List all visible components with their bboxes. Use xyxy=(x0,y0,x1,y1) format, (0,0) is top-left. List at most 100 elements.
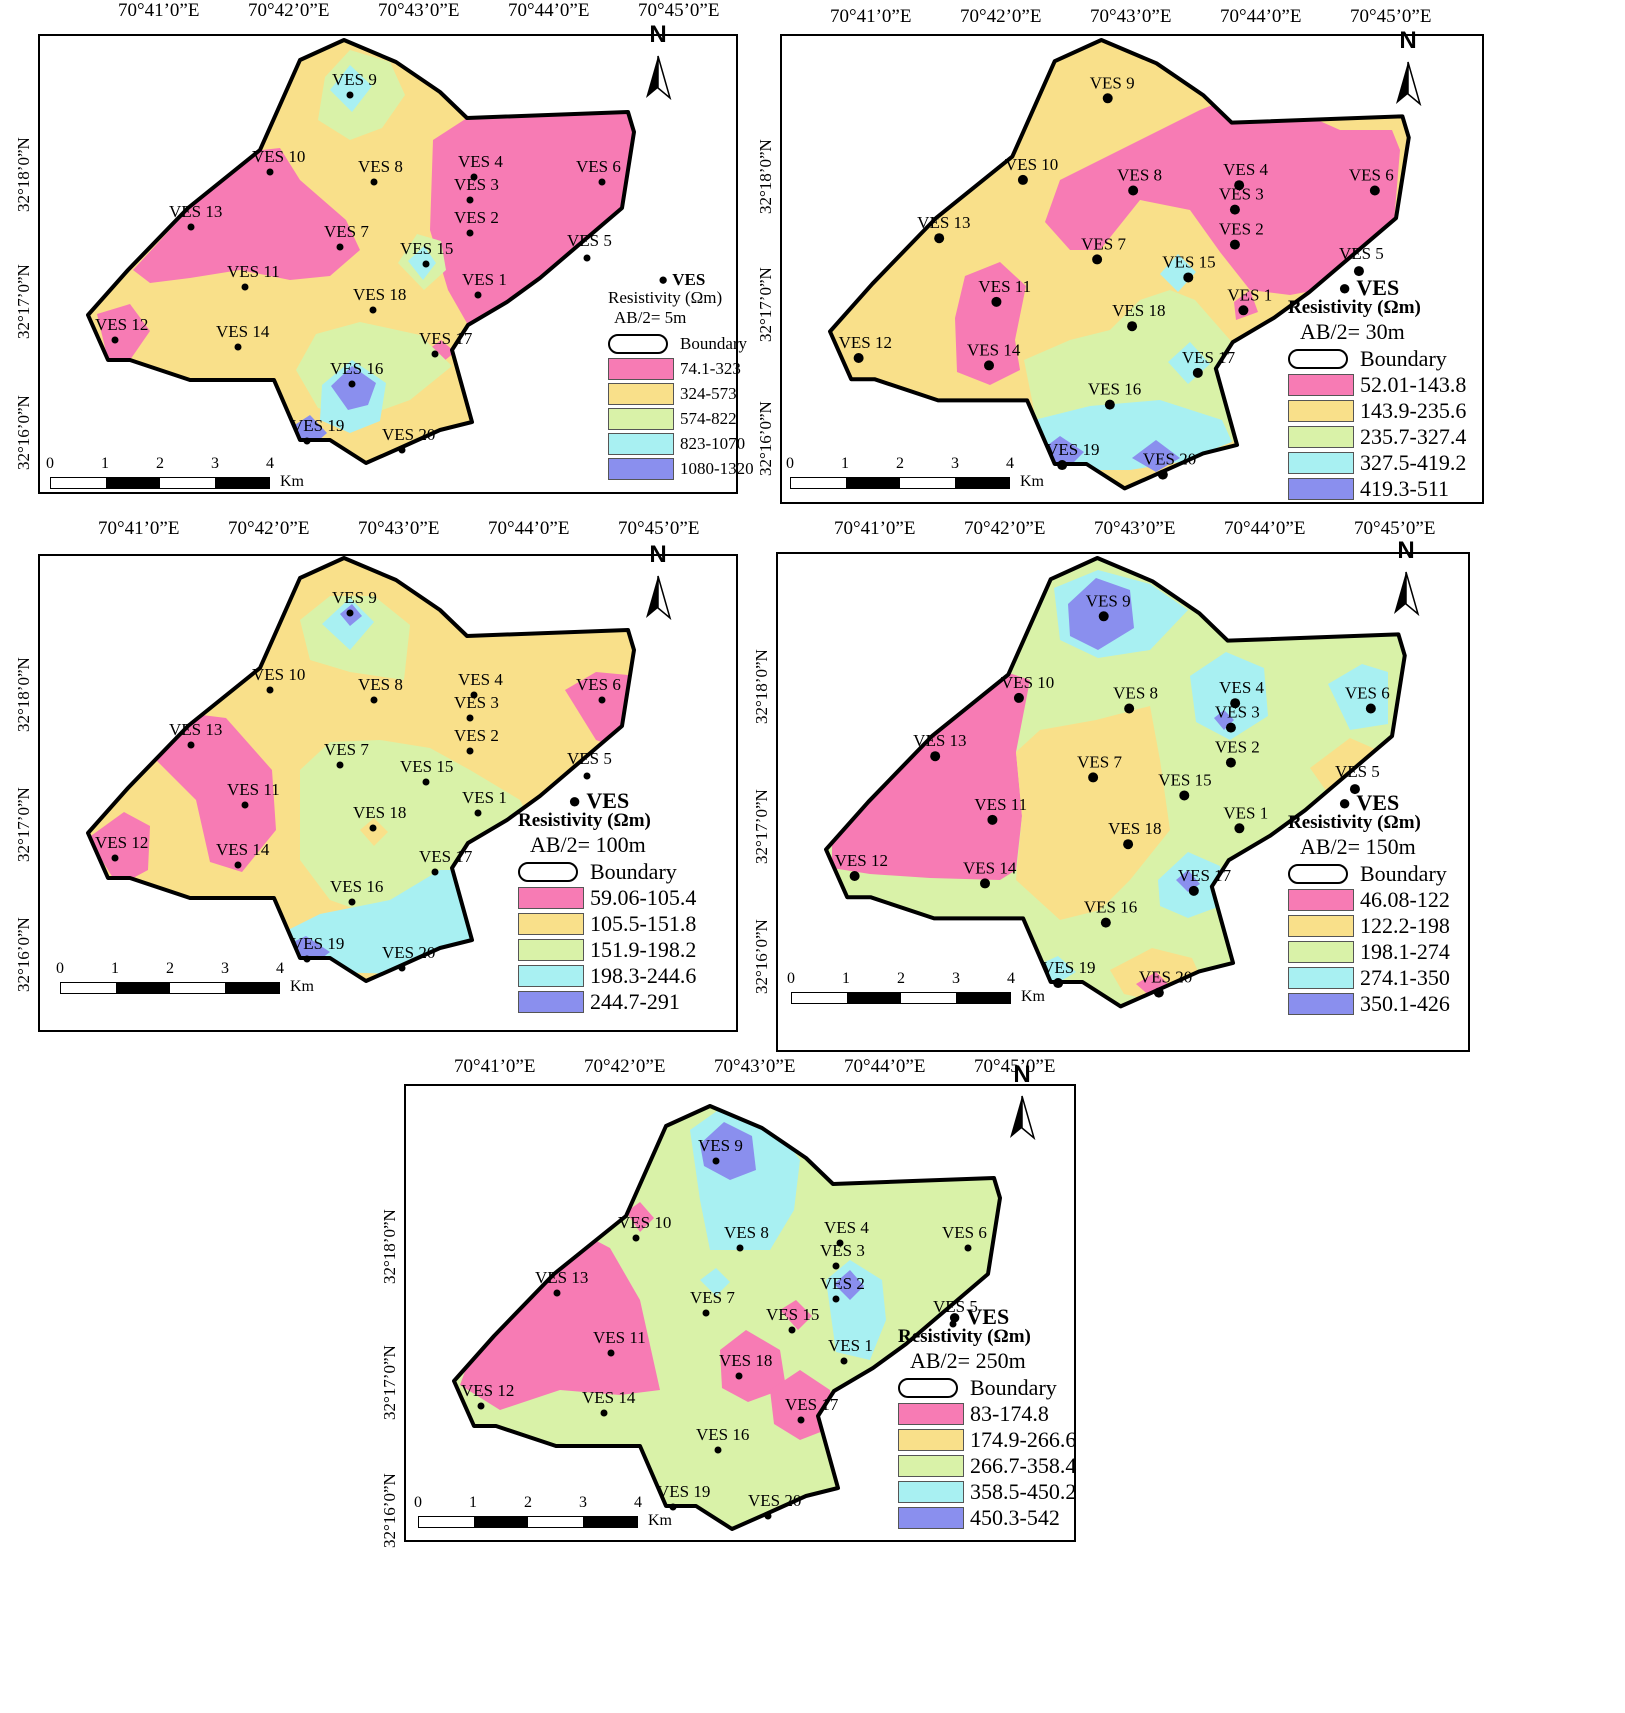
ves-label: VES 7 xyxy=(324,740,369,759)
ves-label: VES 6 xyxy=(1345,684,1390,703)
scale-unit: Km xyxy=(1021,988,1045,1005)
scale-tick: 2 xyxy=(166,960,174,977)
north-arrow-icon: N xyxy=(646,21,672,101)
latitude-label: 32°16’0”N xyxy=(752,919,771,994)
ves-label: VES 15 xyxy=(400,239,453,258)
resistivity-map-panel: 70°41’0”E 70°42’0”E 70°43’0”E 70°44’0”E 70°4… xyxy=(14,0,754,494)
ves-point xyxy=(422,260,430,268)
ves-label: VES 9 xyxy=(1090,73,1135,92)
ves-label: VES 16 xyxy=(1088,380,1141,399)
ves-point xyxy=(431,868,439,876)
longitude-label: 70°44’0”E xyxy=(844,1056,926,1077)
ves-point xyxy=(187,223,195,231)
legend-swatch xyxy=(608,408,674,430)
scale-tick: 1 xyxy=(101,455,109,472)
ves-label: VES 13 xyxy=(169,202,222,221)
ves-label: VES 20 xyxy=(1139,968,1192,987)
ves-point xyxy=(1123,839,1134,850)
ves-label: VES 2 xyxy=(1215,738,1260,757)
scale-bar-segments xyxy=(60,982,280,994)
legend-depth: AB/2= 250m xyxy=(910,1348,1026,1373)
legend-class-entry: 419.3-511 xyxy=(1288,476,1449,501)
ves-point xyxy=(474,809,482,817)
legend-swatch xyxy=(1288,374,1354,396)
scale-tick: 0 xyxy=(414,1494,422,1511)
ves-point xyxy=(474,291,482,299)
longitude-label: 70°43’0”E xyxy=(358,518,440,539)
ves-label: VES 7 xyxy=(1077,752,1122,771)
longitude-label: 70°44’0”E xyxy=(488,518,570,539)
svg-text:N: N xyxy=(1013,1061,1030,1088)
longitude-label: 70°43’0”E xyxy=(714,1056,796,1077)
ves-point xyxy=(466,714,474,722)
ves-point xyxy=(1353,266,1364,277)
legend-class-entry: 324-573 xyxy=(608,382,737,406)
ves-label: VES 2 xyxy=(1219,220,1264,239)
ves-point xyxy=(241,283,249,291)
ves-point xyxy=(470,173,478,181)
scale-unit: Km xyxy=(290,978,314,995)
legend-class-entry: 198.3-244.6 xyxy=(518,963,696,988)
longitude-label: 70°42’0”E xyxy=(584,1056,666,1077)
ves-label: VES 16 xyxy=(330,877,383,896)
legend-ves-entry: ● VES xyxy=(1338,275,1400,300)
ves-label: VES 3 xyxy=(454,175,499,194)
ves-point xyxy=(736,1244,744,1252)
ves-label: VES 14 xyxy=(967,340,1021,359)
ves-label: VES 18 xyxy=(1108,819,1161,838)
legend-swatch xyxy=(898,1481,964,1503)
ves-point xyxy=(987,814,998,825)
ves-point xyxy=(1102,93,1113,104)
ves-point xyxy=(934,233,945,244)
north-arrow-icon: N xyxy=(1010,1061,1036,1141)
ves-point xyxy=(1188,885,1199,896)
resistivity-zone xyxy=(832,670,1030,880)
scale-tick: 4 xyxy=(266,455,274,472)
scale-tick: 0 xyxy=(786,455,794,472)
ves-label: VES 17 xyxy=(785,1395,839,1414)
legend-class-entry: 1080-1320 xyxy=(608,457,754,481)
legend-swatch xyxy=(518,887,584,909)
ves-point xyxy=(669,1503,677,1511)
ves-label: VES 20 xyxy=(1143,450,1196,469)
resistivity-map: VES 1 VES 2 VES 3 VES 4 VES 5 VES 6 VES 7 VES 8… xyxy=(86,541,672,983)
resistivity-zone xyxy=(88,812,150,886)
legend-class-entry: 143.9-235.6 xyxy=(1288,398,1466,423)
resistivity-zone xyxy=(720,1330,786,1402)
ves-point xyxy=(832,1262,840,1270)
ves-label: VES 18 xyxy=(719,1351,772,1370)
ves-point xyxy=(797,1416,805,1424)
resistivity-zone xyxy=(1036,956,1076,984)
legend-swatch xyxy=(898,1455,964,1477)
ves-point xyxy=(187,741,195,749)
resistivity-zone xyxy=(626,1202,654,1232)
ves-label: VES 19 xyxy=(291,934,344,953)
ves-point xyxy=(370,696,378,704)
resistivity-zone xyxy=(1190,652,1268,740)
legend-swatch xyxy=(518,913,584,935)
ves-point xyxy=(370,178,378,186)
ves-point xyxy=(583,254,591,262)
ves-point xyxy=(1104,399,1115,410)
ves-label: VES 12 xyxy=(95,315,148,334)
scale-tick: 0 xyxy=(46,455,54,472)
ves-label: VES 7 xyxy=(324,222,369,241)
legend-swatch xyxy=(1288,452,1354,474)
legend-class-entry: 122.2-198 xyxy=(1288,913,1450,938)
scale-tick: 4 xyxy=(634,1494,642,1511)
ves-point xyxy=(1234,180,1245,191)
ves-label: VES 16 xyxy=(1084,898,1137,917)
study-area-boundary xyxy=(452,1104,1002,1531)
ves-point xyxy=(398,446,406,454)
legend-swatch xyxy=(518,939,584,961)
latitude-label: 32°16’0”N xyxy=(14,917,33,992)
ves-point xyxy=(1234,823,1245,834)
ves-label: VES 4 xyxy=(458,152,503,171)
ves-label: VES 5 xyxy=(1335,762,1380,781)
ves-label: VES 15 xyxy=(1162,252,1215,271)
ves-point xyxy=(303,955,311,963)
scale-tick: 3 xyxy=(211,455,219,472)
ves-point xyxy=(991,296,1002,307)
ves-label: VES 9 xyxy=(698,1136,743,1155)
ves-point xyxy=(1088,772,1099,783)
